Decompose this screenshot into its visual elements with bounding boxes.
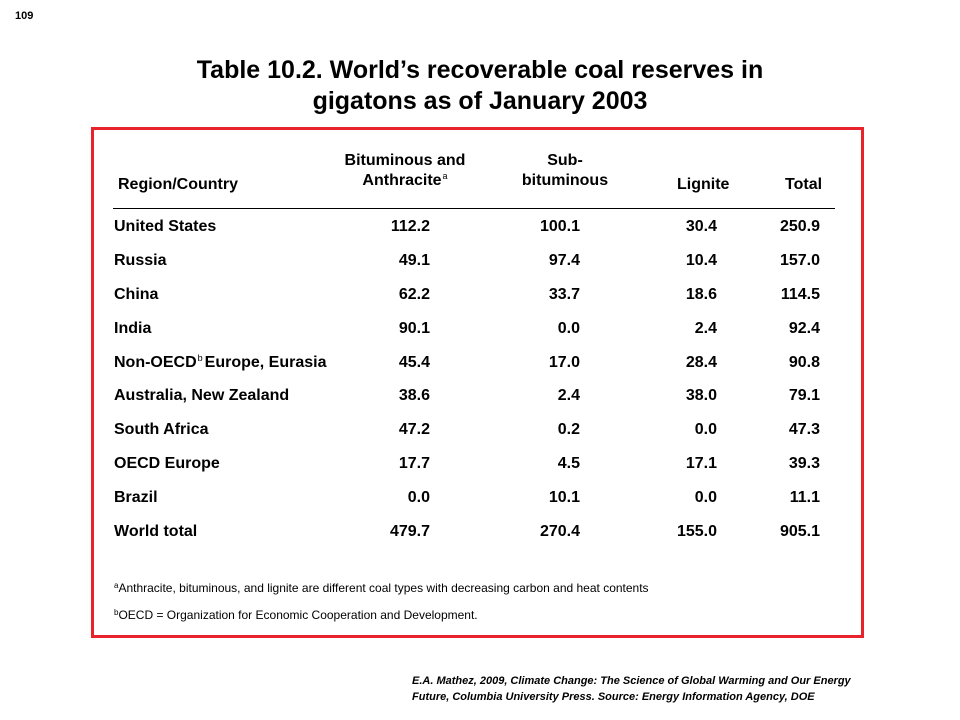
cell-subbituminous: 4.5 bbox=[557, 455, 580, 472]
header-lignite-label: Lignite bbox=[677, 176, 730, 193]
cell-lignite: 38.0 bbox=[685, 387, 717, 404]
cell-total: 90.8 bbox=[788, 354, 820, 371]
cell-total: 11.1 bbox=[789, 489, 820, 506]
cell-bituminous: 38.6 bbox=[398, 387, 430, 404]
page-title: Table 10.2. World’s recoverable coal res… bbox=[0, 55, 960, 117]
cell-bituminous: 0.0 bbox=[407, 489, 430, 506]
table-row: Russia 49.1 97.4 10.4 157.0 bbox=[0, 250, 960, 272]
table-row: Australia, New Zealand 38.6 2.4 38.0 79.… bbox=[0, 385, 960, 407]
cell-region: South Africa bbox=[114, 421, 209, 438]
cell-subbituminous: 0.0 bbox=[557, 320, 580, 337]
cell-bituminous: 17.7 bbox=[398, 455, 430, 472]
footnote-a-marker: a bbox=[114, 581, 119, 590]
header-subbituminous: Sub- bituminous bbox=[500, 151, 630, 191]
cell-region: Non-OECDb Europe, Eurasia bbox=[114, 352, 327, 375]
cell-total: 250.9 bbox=[779, 218, 820, 235]
cell-lignite: 17.1 bbox=[685, 455, 717, 472]
table-row: OECD Europe 17.7 4.5 17.1 39.3 bbox=[0, 453, 960, 475]
footnote-a: aAnthracite, bituminous, and lignite are… bbox=[114, 580, 649, 598]
cell-bituminous: 45.4 bbox=[398, 354, 430, 371]
cell-subbituminous: 100.1 bbox=[539, 218, 580, 235]
cell-subbituminous: 33.7 bbox=[548, 286, 580, 303]
header-bituminous: Bituminous and Anthracitea bbox=[320, 151, 490, 192]
cell-region: OECD Europe bbox=[114, 455, 220, 472]
cell-total: 39.3 bbox=[788, 455, 820, 472]
cell-subbituminous: 17.0 bbox=[548, 354, 580, 371]
cell-lignite: 18.6 bbox=[685, 286, 717, 303]
table-row: South Africa 47.2 0.2 0.0 47.3 bbox=[0, 419, 960, 441]
footnote-a-text: Anthracite, bituminous, and lignite are … bbox=[118, 581, 649, 595]
table-frame bbox=[91, 127, 864, 638]
cell-lignite: 28.4 bbox=[685, 354, 717, 371]
header-total-label: Total bbox=[785, 176, 823, 193]
table-row: Brazil 0.0 10.1 0.0 11.1 bbox=[0, 487, 960, 509]
header-bituminous-line2: Anthracite bbox=[362, 172, 442, 189]
title-line-2: gigatons as of January 2003 bbox=[312, 87, 648, 115]
footnote-b-text: OECD = Organization for Economic Coopera… bbox=[118, 608, 478, 622]
cell-bituminous: 49.1 bbox=[398, 252, 430, 269]
cell-region: World total bbox=[114, 523, 198, 540]
header-sub-line2: bituminous bbox=[521, 172, 609, 189]
cell-bituminous: 47.2 bbox=[398, 421, 430, 438]
cell-region-prefix: Non-OECD bbox=[114, 354, 197, 371]
cell-lignite: 2.4 bbox=[694, 320, 717, 337]
cell-total: 47.3 bbox=[788, 421, 820, 438]
cell-subbituminous: 2.4 bbox=[557, 387, 580, 404]
cell-total: 157.0 bbox=[779, 252, 820, 269]
cell-bituminous: 479.7 bbox=[389, 523, 430, 540]
cell-subbituminous: 10.1 bbox=[548, 489, 580, 506]
cell-bituminous: 90.1 bbox=[398, 320, 430, 337]
cell-total: 114.5 bbox=[780, 286, 820, 303]
header-total: Total bbox=[785, 175, 822, 195]
cell-subbituminous: 0.2 bbox=[557, 421, 580, 438]
table-row: India 90.1 0.0 2.4 92.4 bbox=[0, 318, 960, 340]
cell-subbituminous: 97.4 bbox=[548, 252, 580, 269]
cell-lignite: 30.4 bbox=[685, 218, 717, 235]
cell-region: United States bbox=[114, 218, 217, 235]
header-bituminous-line1: Bituminous and bbox=[344, 152, 466, 169]
table-row-world-total: World total 479.7 270.4 155.0 905.1 bbox=[0, 521, 960, 543]
source-line-1: E.A. Mathez, 2009, Climate Change: The S… bbox=[412, 675, 851, 687]
footnote-b: bOECD = Organization for Economic Cooper… bbox=[114, 607, 478, 625]
cell-region-suffix: Europe, Eurasia bbox=[204, 354, 327, 371]
cell-lignite: 0.0 bbox=[694, 421, 717, 438]
cell-subbituminous: 270.4 bbox=[539, 523, 580, 540]
table-row: Non-OECDb Europe, Eurasia 45.4 17.0 28.4 … bbox=[0, 352, 960, 374]
cell-region: Australia, New Zealand bbox=[114, 387, 290, 404]
header-sub-line1: Sub- bbox=[547, 152, 583, 169]
header-bituminous-footnote-marker: a bbox=[442, 171, 448, 181]
header-region: Region/Country bbox=[118, 175, 238, 195]
cell-region: China bbox=[114, 286, 159, 303]
title-line-1: Table 10.2. World’s recoverable coal res… bbox=[196, 56, 764, 84]
cell-total: 79.1 bbox=[788, 387, 820, 404]
source-line-2: Future, Columbia University Press. Sourc… bbox=[412, 691, 815, 703]
table-row: China 62.2 33.7 18.6 114.5 bbox=[0, 284, 960, 306]
cell-bituminous: 112.2 bbox=[390, 218, 430, 235]
cell-region: Russia bbox=[114, 252, 167, 269]
footnote-b-marker: b bbox=[114, 608, 119, 617]
cell-lignite: 10.4 bbox=[685, 252, 717, 269]
cell-total: 92.4 bbox=[788, 320, 820, 337]
header-lignite: Lignite bbox=[677, 175, 729, 195]
header-region-label: Region/Country bbox=[118, 176, 238, 193]
cell-lignite: 0.0 bbox=[694, 489, 717, 506]
source-citation: E.A. Mathez, 2009, Climate Change: The S… bbox=[412, 673, 851, 705]
page-number: 109 bbox=[15, 10, 34, 22]
cell-region: Brazil bbox=[114, 489, 158, 506]
table-row: United States 112.2 100.1 30.4 250.9 bbox=[0, 216, 960, 238]
cell-region: India bbox=[114, 320, 152, 337]
region-footnote-marker: b bbox=[197, 353, 203, 363]
cell-total: 905.1 bbox=[779, 523, 820, 540]
cell-bituminous: 62.2 bbox=[398, 286, 430, 303]
header-divider bbox=[113, 208, 835, 209]
cell-lignite: 155.0 bbox=[676, 523, 717, 540]
